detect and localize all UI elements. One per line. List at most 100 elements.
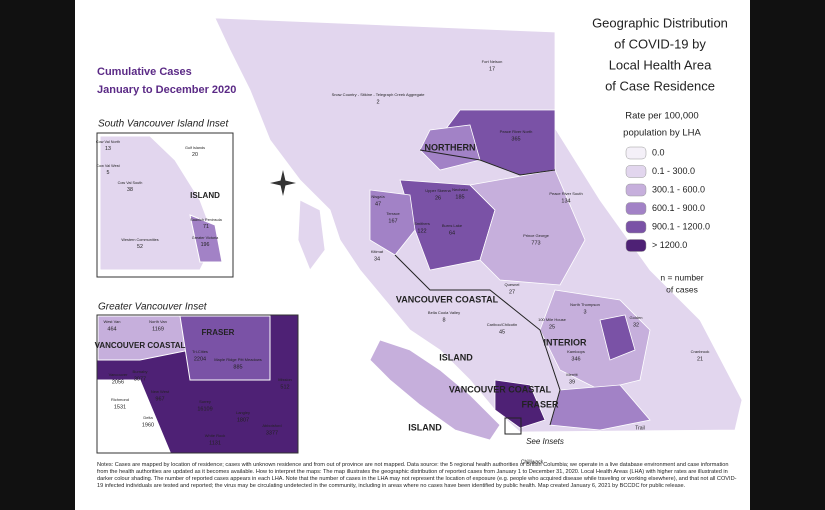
area-name: Langley [236, 410, 250, 415]
case-count: 32 [633, 322, 639, 328]
case-count: 8 [442, 317, 445, 323]
place-label: See Insets [526, 437, 564, 446]
legend-swatch [625, 146, 647, 160]
case-count: 20 [192, 152, 198, 158]
region-label: FRASER [202, 328, 235, 337]
legend-swatch [625, 183, 647, 197]
inset-region [189, 214, 223, 263]
case-count: 185 [455, 194, 464, 200]
notes: Notes: Cases are mapped by location of r… [97, 462, 737, 489]
legend-swatch [625, 202, 647, 215]
area-name: Delta [143, 415, 153, 420]
inset-region [97, 315, 191, 361]
area-name: Kitimat [371, 249, 384, 254]
area-name: Cariboo/Chilcotin [487, 322, 517, 327]
title: of Case Residence [605, 78, 715, 93]
place-label: Trail [635, 425, 645, 431]
haida-gwaii [297, 199, 326, 271]
case-count: 1131 [209, 440, 221, 446]
inset-title: Greater Vancouver Inset [98, 302, 208, 313]
area-name: 100 Mile House [538, 317, 567, 322]
case-count: 196 [201, 242, 210, 248]
subtitle: January to December 2020 [97, 84, 236, 96]
case-count: 167 [388, 218, 397, 224]
case-count: 71 [203, 224, 209, 230]
legend-swatch [625, 165, 647, 178]
area-name: Cow Val North [96, 140, 120, 144]
case-count: 512 [280, 384, 289, 390]
area-name: Vancouver [109, 372, 128, 377]
place-label: Chilliwack [521, 459, 544, 465]
area-name: Cow Val South [118, 181, 143, 185]
border [419, 149, 556, 176]
case-count: 3077 [134, 376, 146, 382]
area-name: Gulf Islands [185, 146, 205, 150]
water [97, 379, 171, 453]
case-count: 346 [571, 356, 580, 362]
legend-label: 0.0 [652, 147, 665, 157]
area-name: Mission [278, 377, 292, 382]
region-label: VANCOUVER COASTAL [396, 294, 499, 304]
svi-inset [96, 132, 234, 278]
area-name: Maple Ridge Pitt Meadows [214, 357, 262, 362]
area-name: Surrey [199, 399, 211, 404]
case-count: 21 [697, 356, 703, 362]
region-label: VANCOUVER COASTAL [449, 384, 552, 394]
area-name: Tri-Cities [192, 349, 208, 354]
case-count: 3 [583, 309, 586, 315]
compass [270, 170, 296, 196]
region-label: INTERIOR [543, 337, 587, 347]
region-shape [369, 189, 416, 256]
area-name: Nechako [452, 187, 469, 192]
vancouver-island [369, 339, 501, 441]
gv-inset [96, 314, 299, 454]
case-count: 16109 [197, 406, 212, 412]
case-count: 885 [233, 364, 242, 370]
border [394, 254, 561, 426]
case-count: 2 [376, 99, 379, 105]
case-count: 1531 [114, 404, 126, 410]
area-name: Saanich Peninsula [190, 218, 222, 222]
area-name: Peace River South [549, 191, 582, 196]
case-count: 26 [435, 195, 441, 201]
case-count: 1169 [152, 326, 164, 332]
legend-title: population by LHA [623, 128, 701, 139]
area-name: Snow Country - Stikine - Telegraph Creek… [332, 92, 426, 97]
inset-title: South Vancouver Island Inset [98, 119, 229, 130]
legend-note: n = number [660, 272, 703, 282]
region-shape [599, 314, 636, 361]
region-label: ISLAND [408, 422, 442, 432]
case-count: 17 [489, 66, 495, 72]
region-label: NORTHERN [425, 142, 476, 152]
case-count: 25 [549, 324, 555, 330]
case-count: 464 [107, 326, 116, 332]
area-name: Nisga'a [371, 194, 385, 199]
case-count: 1807 [237, 417, 249, 423]
area-name: Kamloops [567, 349, 585, 354]
title: of COVID-19 by [614, 36, 706, 51]
region-label: ISLAND [439, 352, 473, 362]
case-count: 47 [375, 201, 381, 207]
case-count: 1960 [142, 422, 154, 428]
area-name: Prince George [523, 233, 550, 238]
legend-label: 600.1 - 900.0 [652, 203, 705, 213]
legend-swatch [625, 220, 647, 234]
region-label: ISLAND [190, 191, 220, 200]
legend-label: 300.1 - 600.0 [652, 184, 705, 194]
legend-title: Rate per 100,000 [625, 111, 698, 122]
area-name: West Van [104, 319, 121, 324]
legend-note: of cases [666, 284, 698, 294]
area-name: Quesnel [505, 282, 520, 287]
case-count: 27 [509, 289, 515, 295]
area-name: Burnaby [133, 369, 148, 374]
area-name: Richmond [111, 397, 129, 402]
title: Geographic Distribution [592, 15, 728, 30]
area-name: North Van [149, 319, 167, 324]
area-name: White Rock [205, 433, 225, 438]
case-count: 3377 [266, 430, 278, 436]
title: Local Health Area [609, 57, 712, 72]
legend-label: > 1200.0 [652, 240, 687, 250]
case-count: 39 [569, 379, 575, 385]
case-count: 2056 [112, 379, 124, 385]
